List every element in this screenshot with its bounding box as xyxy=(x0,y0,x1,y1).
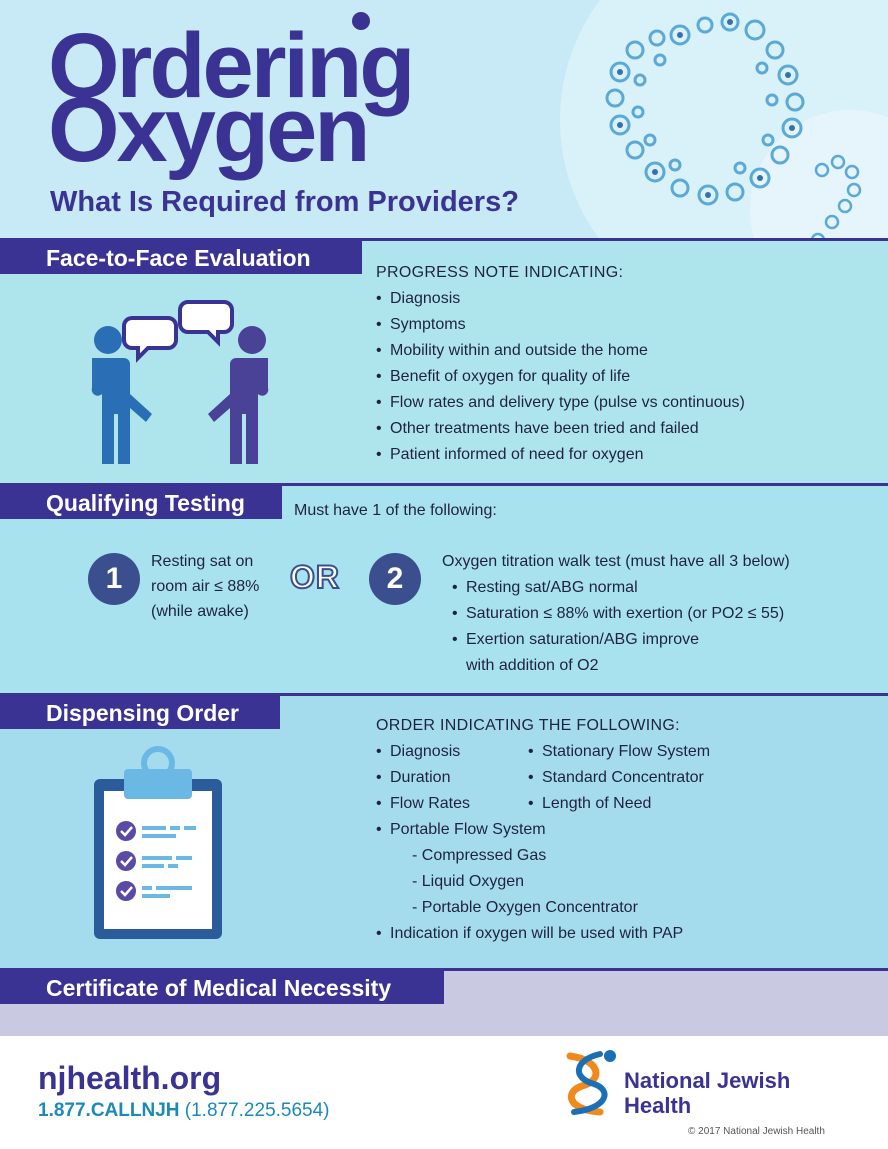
dispensing-order-title: Dispensing Order xyxy=(0,695,280,729)
list-item: Diagnosis xyxy=(376,739,528,765)
or-label: OR xyxy=(289,558,340,596)
header: Ordering Oxygen What Is Required from Pr… xyxy=(0,0,888,240)
certificate-title: Certificate of Medical Necessity xyxy=(0,970,444,1004)
certificate-section: Certificate of Medical Necessity xyxy=(0,968,888,1036)
option-2-text: Oxygen titration walk test (must have al… xyxy=(442,549,790,679)
qualifying-intro: Must have 1 of the following: xyxy=(294,502,497,519)
list-item: Duration xyxy=(376,765,528,791)
option-1-line: Resting sat on xyxy=(151,553,254,570)
option-1-line: (while awake) xyxy=(151,603,249,620)
list-item: Symptoms xyxy=(376,312,745,338)
dispensing-content: ORDER INDICATING THE FOLLOWING: Diagnosi… xyxy=(376,713,710,947)
o2-bubbles-graphic xyxy=(560,0,888,240)
portable-sub-list: - Compressed Gas - Liquid Oxygen - Porta… xyxy=(376,843,710,921)
list-item: Flow rates and delivery type (pulse vs c… xyxy=(376,390,745,416)
page-title-line1: Ordering xyxy=(48,15,415,117)
pap-list: Indication if oxygen will be used with P… xyxy=(376,921,710,947)
footer: njhealth.org 1.877.CALLNJH (1.877.225.56… xyxy=(0,1036,888,1149)
list-item: Diagnosis xyxy=(376,286,745,312)
progress-note-list: Diagnosis Symptoms Mobility within and o… xyxy=(376,286,745,468)
option-2-badge: 2 xyxy=(369,553,421,605)
website-link[interactable]: njhealth.org xyxy=(38,1060,222,1096)
option-2-continuation: with addition of O2 xyxy=(466,657,599,674)
list-item: Resting sat/ABG normal xyxy=(452,575,790,601)
page-subtitle: What Is Required from Providers? xyxy=(50,186,519,218)
list-item: - Liquid Oxygen xyxy=(412,873,525,890)
page-title-line2: Oxygen xyxy=(48,79,370,181)
qualifying-testing-title: Qualifying Testing xyxy=(0,485,282,519)
progress-note-heading: PROGRESS NOTE INDICATING: xyxy=(376,264,624,281)
list-item: - Portable Oxygen Concentrator xyxy=(412,899,638,916)
order-list-col2: Stationary Flow System Standard Concentr… xyxy=(528,739,710,817)
option-1-badge: 1 xyxy=(88,553,140,605)
section-divider xyxy=(0,693,888,696)
section-divider xyxy=(0,483,888,486)
list-item: Indication if oxygen will be used with P… xyxy=(376,921,710,947)
list-item: Exertion saturation/ABG improve xyxy=(452,627,790,653)
list-item: - Compressed Gas xyxy=(412,847,547,864)
national-jewish-health-logo xyxy=(566,1050,616,1116)
org-name-line2: Health xyxy=(624,1093,692,1118)
list-item: Benefit of oxygen for quality of life xyxy=(376,364,745,390)
conversation-people-icon xyxy=(91,300,269,464)
option-1-text: Resting sat on room air ≤ 88% (while awa… xyxy=(151,549,259,624)
list-item: Mobility within and outside the home xyxy=(376,338,745,364)
option-2-heading: Oxygen titration walk test (must have al… xyxy=(442,553,790,570)
section-divider xyxy=(0,968,888,971)
clipboard-checklist-icon xyxy=(94,746,222,939)
option-1-line: room air ≤ 88% xyxy=(151,578,260,595)
phone-number[interactable]: 1.877.CALLNJH (1.877.225.5654) xyxy=(38,1100,330,1122)
list-item: Length of Need xyxy=(528,791,710,817)
order-heading: ORDER INDICATING THE FOLLOWING: xyxy=(376,717,680,734)
list-item: Stationary Flow System xyxy=(528,739,710,765)
dispensing-order-section: Dispensing Order ORDER INDICATING THE FO… xyxy=(0,693,888,968)
copyright-text: © 2017 National Jewish Health xyxy=(688,1126,825,1137)
qualifying-testing-section: Qualifying Testing Must have 1 of the fo… xyxy=(0,483,888,693)
face-to-face-section: Face-to-Face Evaluation PROGRESS NOTE IN… xyxy=(0,238,888,483)
list-item: Standard Concentrator xyxy=(528,765,710,791)
face-to-face-title: Face-to-Face Evaluation xyxy=(0,240,362,274)
title-accent-dot xyxy=(352,12,370,30)
option-2-list: Resting sat/ABG normal Saturation ≤ 88% … xyxy=(452,575,790,653)
section-divider xyxy=(0,238,888,241)
face-to-face-content: PROGRESS NOTE INDICATING: Diagnosis Symp… xyxy=(376,260,745,468)
list-item: Other treatments have been tried and fai… xyxy=(376,416,745,442)
order-list-col1: Diagnosis Duration Flow Rates xyxy=(376,739,528,817)
list-item: Flow Rates xyxy=(376,791,528,817)
phone-alt: (1.877.225.5654) xyxy=(184,1100,330,1121)
phone-main: 1.877.CALLNJH xyxy=(38,1100,180,1121)
portable-list: Portable Flow System xyxy=(376,817,710,843)
list-item: Saturation ≤ 88% with exertion (or PO2 ≤… xyxy=(452,601,790,627)
org-name-line1: National Jewish xyxy=(624,1068,791,1093)
list-item: Patient informed of need for oxygen xyxy=(376,442,745,468)
list-item: Portable Flow System xyxy=(376,817,710,843)
